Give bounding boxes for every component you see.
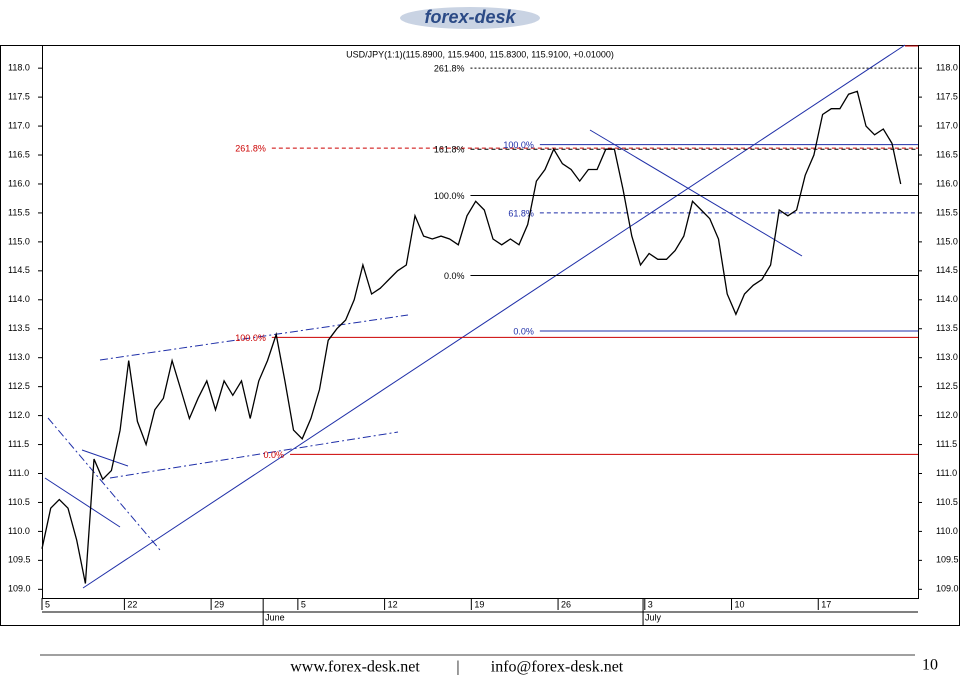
chart-title: USD/JPY(1:1)(115.8900, 115.9400, 115.830… — [346, 49, 614, 59]
footer-email: info@forex-desk.net — [491, 659, 624, 676]
channel-line — [47, 417, 161, 551]
y-tick-label: 114.0 — [8, 294, 30, 304]
logo-text: forex-desk — [424, 7, 516, 27]
level-label: 100.0% — [503, 140, 534, 150]
trend-line — [589, 129, 803, 257]
y-tick-label: 112.0 — [8, 410, 30, 420]
y-tick-label: 109.5 — [8, 555, 31, 565]
y-tick-label-right: 114.0 — [936, 294, 958, 304]
y-tick-label-right: 113.5 — [936, 323, 958, 333]
y-tick-label-right: 109.5 — [936, 555, 959, 565]
y-tick-label: 116.0 — [8, 178, 30, 188]
y-tick-label: 114.5 — [8, 265, 30, 275]
level-label: 261.8% — [434, 64, 465, 74]
channel-line — [99, 314, 409, 361]
level-label: 100.0% — [235, 333, 266, 343]
x-tick-label: 5 — [301, 599, 306, 609]
level-label: 261.8% — [235, 143, 266, 153]
y-tick-label-right: 117.5 — [936, 91, 958, 101]
y-tick-label: 110.5 — [8, 497, 30, 507]
price-line — [41, 90, 902, 584]
channel-line — [109, 431, 399, 479]
y-tick-label-right: 116.0 — [936, 178, 958, 188]
page-number: 10 — [922, 657, 938, 674]
x-tick-label: 19 — [474, 599, 484, 609]
y-tick-label-right: 117.0 — [936, 120, 958, 130]
x-tick-label: 26 — [561, 599, 571, 609]
trend-line — [81, 449, 129, 467]
y-tick-label-right: 111.0 — [936, 468, 957, 478]
y-tick-label: 118.0 — [8, 63, 30, 73]
month-label: June — [265, 612, 285, 622]
footer-separator: | — [456, 659, 459, 676]
plot-frame — [42, 45, 919, 599]
y-tick-label: 111.5 — [8, 439, 29, 449]
level-label: 161.8% — [434, 145, 465, 155]
trend-line — [82, 44, 906, 589]
outer-frame — [0, 45, 960, 626]
month-label: July — [645, 612, 662, 622]
level-label: 61.8% — [508, 208, 534, 218]
x-tick-label: 22 — [127, 599, 137, 609]
trend-lines — [44, 44, 918, 589]
trend-line — [44, 477, 121, 528]
logo: forex-desk — [400, 7, 540, 29]
y-tick-label-right: 112.0 — [936, 410, 958, 420]
level-label: 0.0% — [513, 326, 534, 336]
x-tick-label: 10 — [735, 599, 745, 609]
y-tick-label: 113.5 — [8, 323, 30, 333]
y-tick-label: 111.0 — [8, 468, 29, 478]
y-tick-label: 117.5 — [8, 91, 30, 101]
logo-swoosh — [400, 7, 540, 29]
y-tick-label: 113.0 — [8, 352, 30, 362]
y-tick-label: 115.0 — [8, 236, 30, 246]
y-tick-label: 116.5 — [8, 149, 30, 159]
footer-website: www.forex-desk.net — [290, 659, 420, 676]
x-tick-label: 17 — [821, 599, 831, 609]
y-tick-label-right: 115.0 — [936, 236, 958, 246]
y-tick-label-right: 112.5 — [936, 381, 958, 391]
y-tick-label-right: 118.0 — [936, 63, 958, 73]
y-tick-label-right: 115.5 — [936, 207, 958, 217]
y-tick-label-right: 110.0 — [936, 526, 958, 536]
y-tick-label-right: 109.0 — [936, 584, 959, 594]
level-label: 0.0% — [264, 450, 285, 460]
y-tick-label-right: 111.5 — [936, 439, 957, 449]
x-tick-label: 3 — [648, 599, 653, 609]
y-tick-label: 115.5 — [8, 207, 30, 217]
level-label: 100.0% — [434, 191, 465, 201]
y-tick-label-right: 114.5 — [936, 265, 958, 275]
y-tick-label: 117.0 — [8, 120, 30, 130]
y-tick-label: 109.0 — [8, 584, 31, 594]
x-tick-label: 29 — [214, 599, 224, 609]
level-label: 0.0% — [444, 271, 465, 281]
y-tick-label-right: 116.5 — [936, 149, 958, 159]
y-tick-label-right: 110.5 — [936, 497, 958, 507]
y-tick-label: 112.5 — [8, 381, 30, 391]
y-tick-label: 110.0 — [8, 526, 30, 536]
x-tick-label: 5 — [45, 599, 50, 609]
x-tick-label: 12 — [388, 599, 398, 609]
y-tick-label-right: 113.0 — [936, 352, 958, 362]
